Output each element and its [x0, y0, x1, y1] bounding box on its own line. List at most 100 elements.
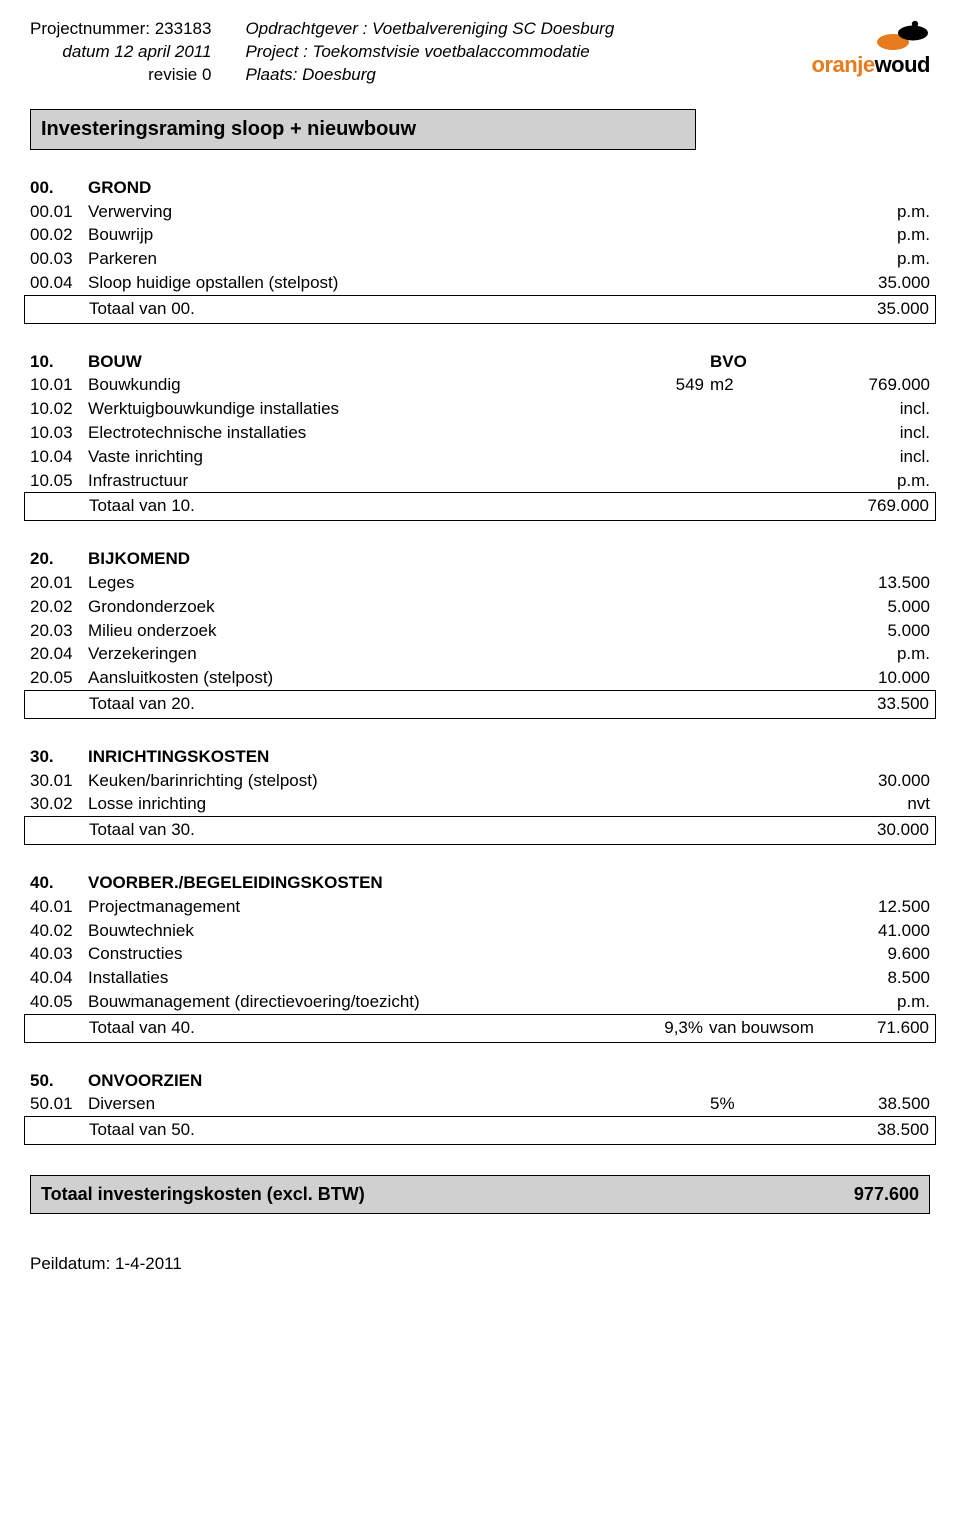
s20-r03-v: 5.000 — [820, 619, 930, 643]
s40-r04-c: 40.04 — [30, 966, 88, 990]
s00-r03-c: 00.03 — [30, 247, 88, 271]
s20-r02-v: 5.000 — [820, 595, 930, 619]
s10-r01-m: 549 — [610, 373, 710, 397]
s30-r02-d: Losse inrichting — [88, 792, 610, 816]
s00-tot-d: Totaal van 00. — [89, 297, 609, 321]
s50-tot-d: Totaal van 50. — [89, 1118, 609, 1142]
s10-r02-d: Werktuigbouwkundige installaties — [88, 397, 610, 421]
s40-r05-d: Bouwmanagement (directievoering/toezicht… — [88, 990, 610, 1014]
s00-r02-c: 00.02 — [30, 223, 88, 247]
s40-r02-d: Bouwtechniek — [88, 919, 610, 943]
grand-total-label: Totaal investeringskosten (excl. BTW) — [41, 1184, 809, 1205]
s10-r05-c: 10.05 — [30, 469, 88, 493]
s30-r02-v: nvt — [820, 792, 930, 816]
logo-icon — [876, 20, 930, 52]
s40-r02-c: 40.02 — [30, 919, 88, 943]
s40-r01-c: 40.01 — [30, 895, 88, 919]
s30-tot-d: Totaal van 30. — [89, 818, 609, 842]
s10-bvo: BVO — [710, 350, 820, 374]
header-date: datum 12 april 2011 — [30, 41, 211, 64]
section-30: 30.INRICHTINGSKOSTEN 30.01Keuken/barinri… — [30, 745, 930, 845]
s40-tot-d: Totaal van 40. — [89, 1016, 609, 1040]
peildatum: Peildatum: 1-4-2011 — [30, 1254, 930, 1274]
s40-r03-c: 40.03 — [30, 942, 88, 966]
s50-code: 50. — [30, 1069, 88, 1093]
s20-tot-v: 33.500 — [819, 692, 929, 716]
s40-r04-v: 8.500 — [820, 966, 930, 990]
s40-r03-v: 9.600 — [820, 942, 930, 966]
s30-tot-v: 30.000 — [819, 818, 929, 842]
header-client: Opdrachtgever : Voetbalvereniging SC Doe… — [245, 18, 614, 41]
s00-r04-v: 35.000 — [820, 271, 930, 295]
s10-r02-c: 10.02 — [30, 397, 88, 421]
s10-tot-d: Totaal van 10. — [89, 494, 609, 518]
s00-tot-v: 35.000 — [819, 297, 929, 321]
s10-r04-c: 10.04 — [30, 445, 88, 469]
s10-name: BOUW — [88, 350, 610, 374]
s10-r04-d: Vaste inrichting — [88, 445, 610, 469]
s00-r02-d: Bouwrijp — [88, 223, 610, 247]
s20-r05-d: Aansluitkosten (stelpost) — [88, 666, 610, 690]
s40-name: VOORBER./BEGELEIDINGSKOSTEN — [88, 871, 610, 895]
s20-r03-d: Milieu onderzoek — [88, 619, 610, 643]
s50-name: ONVOORZIEN — [88, 1069, 610, 1093]
s00-r03-d: Parkeren — [88, 247, 610, 271]
grand-total-value: 977.600 — [809, 1184, 919, 1205]
s20-r04-d: Verzekeringen — [88, 642, 610, 666]
s20-r02-c: 20.02 — [30, 595, 88, 619]
s00-r04-d: Sloop huidige opstallen (stelpost) — [88, 271, 610, 295]
logo-text: oranjewoud — [812, 52, 930, 78]
s40-r04-d: Installaties — [88, 966, 610, 990]
s10-r01-v: 769.000 — [820, 373, 930, 397]
section-40: 40.VOORBER./BEGELEIDINGSKOSTEN 40.01Proj… — [30, 871, 930, 1043]
header-project: Project : Toekomstvisie voetbalaccommoda… — [245, 41, 614, 64]
s30-name: INRICHTINGSKOSTEN — [88, 745, 610, 769]
page-header: Projectnummer: 233183 datum 12 april 201… — [30, 18, 930, 87]
s50-r01-v: 38.500 — [820, 1092, 930, 1116]
s10-r03-d: Electrotechnische installaties — [88, 421, 610, 445]
logo: oranjewoud — [812, 18, 930, 78]
s10-r01-c: 10.01 — [30, 373, 88, 397]
s40-tot-u: van bouwsom — [709, 1016, 819, 1040]
project-number: Projectnummer: 233183 — [30, 18, 211, 41]
s20-r04-c: 20.04 — [30, 642, 88, 666]
s20-r03-c: 20.03 — [30, 619, 88, 643]
s10-code: 10. — [30, 350, 88, 374]
s10-r05-v: p.m. — [820, 469, 930, 493]
s40-r02-v: 41.000 — [820, 919, 930, 943]
page-title: Investeringsraming sloop + nieuwbouw — [30, 109, 696, 150]
logo-text-orange: oranje — [812, 52, 875, 77]
s20-code: 20. — [30, 547, 88, 571]
s10-tot-v: 769.000 — [819, 494, 929, 518]
s00-r04-c: 00.04 — [30, 271, 88, 295]
section-10: 10.BOUWBVO 10.01Bouwkundig549m2769.000 1… — [30, 350, 930, 522]
s00-r02-v: p.m. — [820, 223, 930, 247]
s30-r01-v: 30.000 — [820, 769, 930, 793]
logo-text-black: woud — [875, 52, 930, 77]
s40-r03-d: Constructies — [88, 942, 610, 966]
s40-r01-v: 12.500 — [820, 895, 930, 919]
s20-tot-d: Totaal van 20. — [89, 692, 609, 716]
s20-r01-d: Leges — [88, 571, 610, 595]
header-left: Projectnummer: 233183 datum 12 april 201… — [30, 18, 614, 87]
s10-r05-d: Infrastructuur — [88, 469, 610, 493]
s10-r03-v: incl. — [820, 421, 930, 445]
s20-r01-c: 20.01 — [30, 571, 88, 595]
s20-r04-v: p.m. — [820, 642, 930, 666]
header-col1: Projectnummer: 233183 datum 12 april 201… — [30, 18, 211, 87]
s20-r02-d: Grondonderzoek — [88, 595, 610, 619]
s40-r05-c: 40.05 — [30, 990, 88, 1014]
header-revision: revisie 0 — [30, 64, 211, 87]
s50-r01-u: 5% — [710, 1092, 820, 1116]
s30-code: 30. — [30, 745, 88, 769]
header-place: Plaats: Doesburg — [245, 64, 614, 87]
grand-total: Totaal investeringskosten (excl. BTW) 97… — [30, 1175, 930, 1214]
s50-r01-d: Diversen — [88, 1092, 610, 1116]
section-20: 20.BIJKOMEND 20.01Leges13.500 20.02Grond… — [30, 547, 930, 719]
s20-r05-c: 20.05 — [30, 666, 88, 690]
s00-r03-v: p.m. — [820, 247, 930, 271]
s40-tot-v: 71.600 — [819, 1016, 929, 1040]
s10-r04-v: incl. — [820, 445, 930, 469]
section-00: 00.GROND 00.01Verwervingp.m. 00.02Bouwri… — [30, 176, 930, 324]
s30-r01-d: Keuken/barinrichting (stelpost) — [88, 769, 610, 793]
